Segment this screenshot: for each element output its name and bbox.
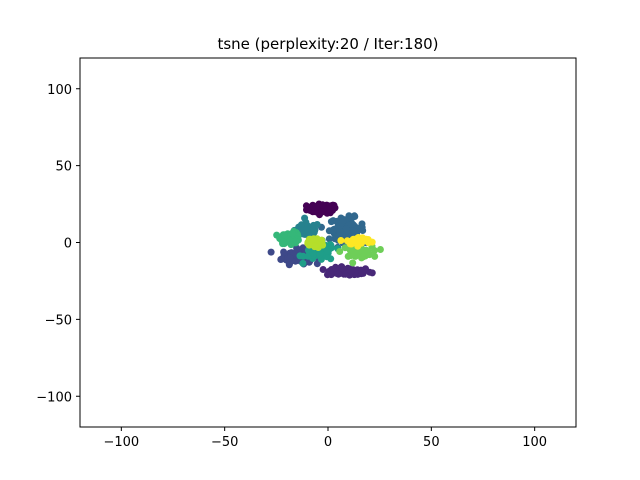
scatter-point: [319, 266, 327, 273]
scatter-point: [323, 247, 331, 255]
y-tick-label: 0: [64, 237, 72, 252]
scatter-point: [303, 225, 311, 232]
scatter-point: [280, 238, 288, 246]
scatter-point: [278, 255, 286, 263]
scatter-point: [316, 251, 324, 259]
scatter-point: [299, 259, 307, 267]
scatter-point: [339, 217, 347, 225]
y-tick-label: −50: [45, 313, 72, 328]
scatter-point: [371, 252, 379, 260]
y-tick-label: 100: [47, 83, 72, 98]
scatter-point: [302, 202, 310, 210]
scatter-point: [337, 237, 345, 244]
scatter-point: [355, 236, 363, 244]
x-tick-label: −50: [211, 435, 238, 450]
scatter-point: [358, 223, 366, 231]
scatter-point: [280, 248, 288, 256]
scatter-point: [267, 248, 275, 256]
scatter-point: [310, 228, 318, 235]
scatter-point: [349, 259, 357, 267]
scatter-point: [327, 218, 335, 226]
scatter-point: [331, 235, 339, 243]
x-axis: −100 −50 0 50 100: [103, 427, 547, 450]
scatter-point: [319, 201, 327, 209]
y-tick-label: −100: [36, 390, 72, 405]
scatter-point: [299, 252, 307, 260]
scatter-point: [305, 241, 313, 249]
scatter-point: [376, 246, 384, 253]
scatter-point: [325, 235, 333, 243]
scatter-point: [297, 221, 305, 229]
x-tick-label: 100: [522, 435, 547, 450]
scatter-point: [288, 230, 296, 237]
y-axis: −100 −50 0 50 100: [36, 83, 80, 405]
scatter-point: [287, 241, 295, 249]
scatter-point: [329, 226, 337, 234]
scatter-point: [311, 243, 319, 251]
scatter-point: [310, 235, 318, 243]
scatter-point: [334, 270, 342, 278]
y-tick-label: 50: [55, 160, 72, 175]
x-tick-label: 0: [324, 435, 332, 450]
scatter-point: [312, 203, 320, 211]
scatter-point: [342, 225, 350, 233]
scatter-point: [365, 239, 372, 247]
scatter-point: [347, 267, 355, 275]
scatter-point: [286, 254, 294, 262]
chart-title: tsne (perplexity:20 / Iter:180): [217, 35, 438, 53]
scatter-point: [331, 204, 339, 212]
scatter-point: [309, 249, 317, 257]
scatter-point: [358, 267, 366, 275]
scatter-point: [313, 221, 321, 228]
scatter-point: [336, 248, 344, 255]
scatter-point: [350, 249, 358, 256]
scatter-point: [280, 231, 288, 239]
data-points: [267, 200, 384, 279]
x-tick-label: 50: [423, 435, 440, 450]
x-tick-label: −100: [103, 435, 139, 450]
scatter-point: [304, 252, 312, 260]
scatter-point: [351, 228, 359, 236]
scatter-point: [343, 237, 351, 245]
